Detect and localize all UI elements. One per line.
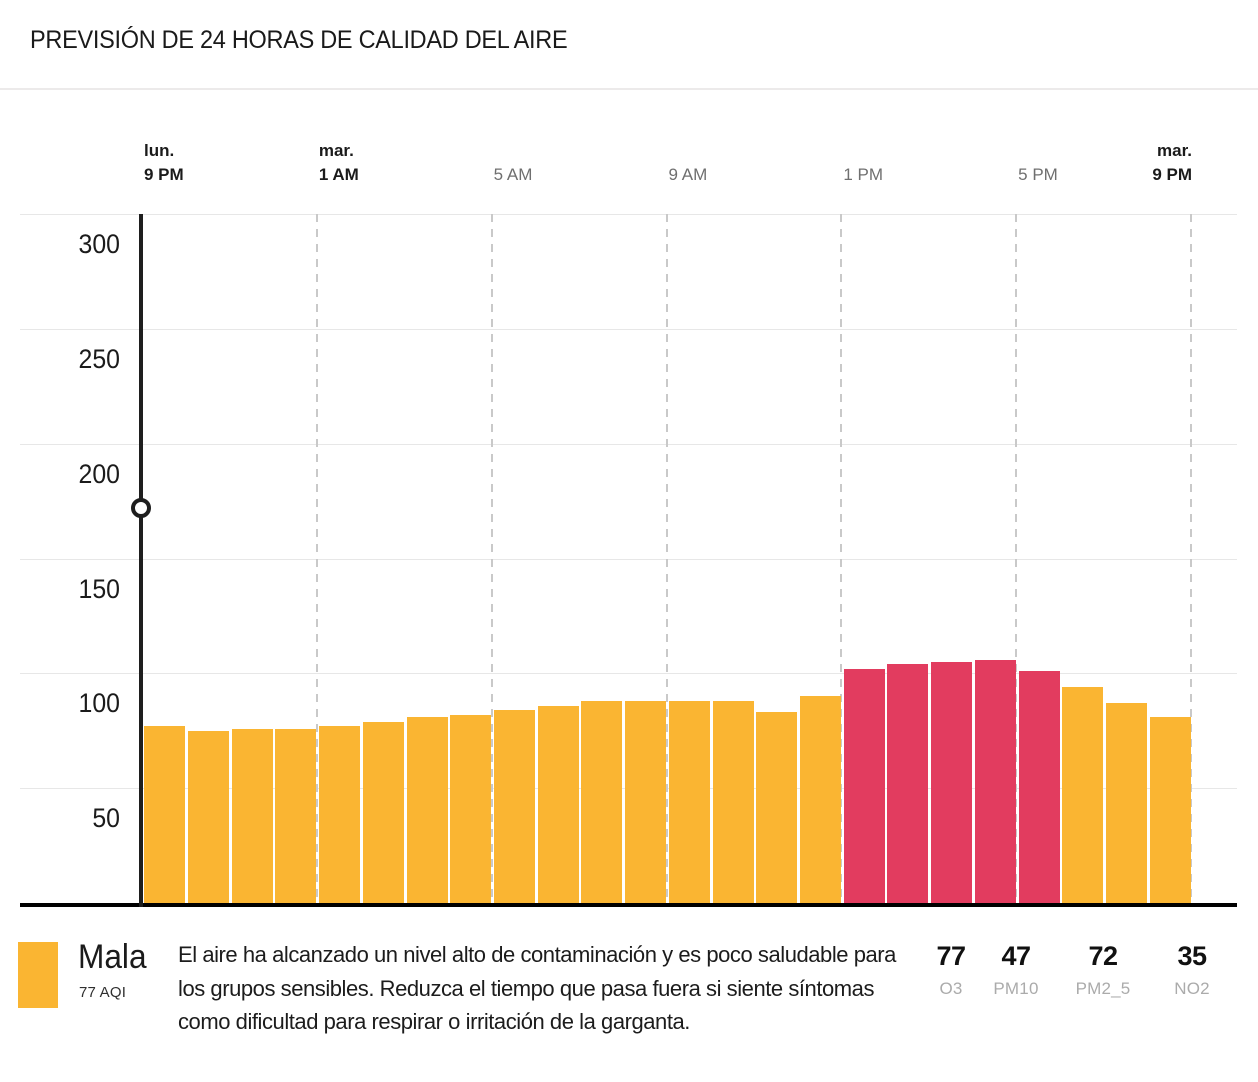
x-gridline-1am — [315, 214, 318, 903]
aqi-bar-11pm[interactable] — [231, 728, 273, 903]
x-tick-1am: mar. 1 AM — [319, 141, 359, 185]
aqi-bar-8am[interactable] — [625, 700, 667, 903]
aqi-bar-5pm[interactable] — [1018, 671, 1060, 903]
aqi-bar-1pm[interactable] — [843, 668, 885, 903]
aqi-bar-9am[interactable] — [668, 700, 710, 903]
header-divider — [0, 88, 1258, 90]
aqi-bar-1am[interactable] — [319, 726, 361, 903]
y-axis-label-150: 150 — [78, 573, 120, 604]
aqi-bar-4am[interactable] — [450, 714, 492, 903]
aqi-description: El aire ha alcanzado un nivel alto de co… — [178, 942, 896, 1034]
aqi-bar-4pm[interactable] — [974, 659, 1016, 903]
y-gridline-200 — [20, 443, 1237, 445]
y-gridline-150 — [20, 558, 1237, 560]
aqi-category-label: Mala — [78, 938, 147, 976]
pollutant-no2-label: NO2 — [1174, 979, 1210, 998]
x-gridline-1pm — [840, 214, 843, 903]
y-axis-label-50: 50 — [92, 803, 120, 834]
x-tick-hour-label: 5 PM — [1018, 165, 1058, 184]
x-tick-hour-label: 9 AM — [668, 165, 708, 184]
aqi-bar-7am[interactable] — [581, 700, 623, 903]
pollutant-pm10-value: 47 — [1001, 941, 1031, 971]
x-tick-hour-label: 1 PM — [843, 165, 884, 184]
pollutant-o3-label: O3 — [939, 979, 963, 998]
aqi-bar-9pm[interactable] — [144, 726, 186, 903]
aqi-bar-6pm[interactable] — [1062, 687, 1104, 903]
pollutant-pm10-label: PM10 — [993, 979, 1039, 998]
x-axis-baseline — [20, 903, 1237, 907]
pollutant-pm2_5-label: PM2_5 — [1075, 979, 1131, 998]
x-gridline-9am — [665, 214, 668, 903]
x-tick-hour-label: 5 AM — [493, 165, 533, 184]
aqi-bar-7pm[interactable] — [1105, 703, 1147, 903]
y-axis-label-250: 250 — [78, 343, 120, 374]
pollutant-o3: 77 O3 — [936, 941, 966, 999]
aqi-bar-10am[interactable] — [712, 700, 754, 903]
aqi-bar-12am[interactable] — [275, 728, 317, 903]
aqi-bar-10pm[interactable] — [188, 730, 230, 904]
x-gridline-9pm — [1190, 214, 1192, 903]
aqi-bar-12pm[interactable] — [799, 696, 841, 903]
x-tick-day-label — [669, 141, 708, 165]
x-tick-day-label — [494, 141, 533, 165]
pollutant-o3-value: 77 — [936, 941, 966, 971]
x-tick-day-label: lun. — [144, 141, 175, 160]
y-axis-label-300: 300 — [78, 229, 120, 259]
y-gridline-100 — [20, 673, 1237, 675]
x-tick-5am: 5 AM — [494, 141, 533, 185]
x-tick-day-label: mar. — [1157, 141, 1192, 160]
y-gridline-250 — [20, 328, 1237, 330]
pollutant-no2: 35 NO2 — [1174, 941, 1210, 999]
x-tick-hour-label: 9 PM — [1152, 165, 1192, 184]
x-tick-hour-label: 9 PM — [144, 165, 184, 184]
pollutant-pm2_5: 72 PM2_5 — [1076, 941, 1131, 999]
aqi-bar-2pm[interactable] — [887, 664, 929, 903]
x-tick-5pm: 5 PM — [1018, 141, 1058, 185]
x-tick-9am: 9 AM — [669, 141, 708, 185]
x-gridline-5am — [490, 214, 493, 903]
aqi-bar-5am[interactable] — [494, 710, 536, 903]
x-tick-day-label — [1018, 141, 1058, 165]
x-tick-1pm: 1 PM — [843, 141, 883, 185]
y-axis-label-200: 200 — [78, 458, 120, 489]
aqi-bar-3pm[interactable] — [931, 661, 973, 903]
aqi-bar-3am[interactable] — [406, 717, 448, 903]
aqi-bar-8pm[interactable] — [1149, 717, 1191, 903]
y-gridline-300 — [20, 214, 1237, 215]
current-time-marker-dot — [131, 497, 151, 518]
x-tick-day-label: mar. — [318, 141, 354, 160]
x-gridline-5pm — [1015, 214, 1018, 903]
aqi-category-swatch — [18, 942, 58, 1008]
aqi-value-label: 77 AQI — [79, 984, 127, 1001]
x-tick-9pm: lun. 9 PM — [144, 141, 184, 185]
aqi-bar-6am[interactable] — [537, 705, 579, 903]
pollutant-no2-value: 35 — [1177, 941, 1207, 971]
aqi-bar-11am[interactable] — [756, 712, 798, 903]
y-axis-label-100: 100 — [78, 688, 120, 719]
x-tick-day-label — [843, 141, 883, 165]
pollutant-pm2_5-value: 72 — [1088, 941, 1118, 971]
x-tick-9pm: mar. 9 PM — [1152, 141, 1192, 185]
current-time-line — [139, 214, 143, 907]
page-title: PREVISIÓN DE 24 HORAS DE CALIDAD DEL AIR… — [30, 26, 568, 54]
aqi-bar-2am[interactable] — [362, 721, 404, 903]
x-tick-hour-label: 1 AM — [318, 165, 359, 184]
pollutant-pm10: 47 PM10 — [993, 941, 1038, 999]
